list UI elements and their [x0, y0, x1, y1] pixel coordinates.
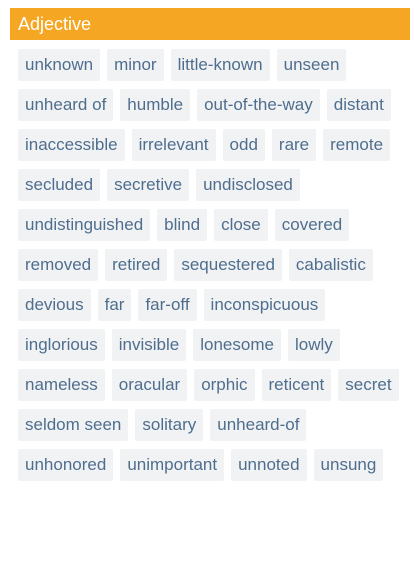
word-tag[interactable]: inaccessible — [18, 129, 125, 161]
synonyms-panel: Adjective unknown minor little-known unseen… — [10, 8, 410, 481]
word-tag[interactable]: lonesome — [193, 329, 281, 361]
word-tag[interactable]: cabalistic — [288, 249, 373, 281]
word-tag[interactable]: inglorious — [18, 329, 105, 361]
word-tag[interactable]: removed — [18, 249, 99, 281]
word-tag[interactable]: irrelevant — [131, 129, 216, 161]
word-tag[interactable]: sequestered — [174, 249, 282, 281]
word-tag[interactable]: unheard of — [18, 89, 114, 121]
word-tag[interactable]: humble — [120, 89, 191, 121]
word-tag[interactable]: unimportant — [120, 449, 225, 481]
word-tag[interactable]: blind — [157, 209, 208, 241]
word-tag[interactable]: unhonored — [18, 449, 114, 481]
word-tag[interactable]: secluded — [18, 169, 101, 201]
word-tag[interactable]: odd — [222, 129, 265, 161]
word-tag[interactable]: invisible — [111, 329, 187, 361]
word-tag[interactable]: unnoted — [231, 449, 307, 481]
word-tag-list: unknown minor little-known unseen unheard of… — [10, 49, 410, 481]
word-tag[interactable]: retired — [105, 249, 168, 281]
word-tag[interactable]: unknown — [18, 49, 101, 81]
word-tag[interactable]: far — [97, 289, 132, 321]
word-tag[interactable]: nameless — [18, 369, 105, 401]
word-tag[interactable]: close — [214, 209, 268, 241]
word-tag[interactable]: out-of-the-way — [197, 89, 320, 121]
part-of-speech-header: Adjective — [10, 8, 410, 40]
word-tag[interactable]: solitary — [135, 409, 204, 441]
word-tag[interactable]: inconspicuous — [203, 289, 326, 321]
word-tag[interactable]: undisclosed — [196, 169, 300, 201]
word-tag[interactable]: secret — [338, 369, 399, 401]
word-tag[interactable]: covered — [274, 209, 350, 241]
word-tag[interactable]: remote — [323, 129, 391, 161]
word-tag[interactable]: little-known — [170, 49, 270, 81]
word-tag[interactable]: far-off — [138, 289, 197, 321]
word-tag[interactable]: rare — [271, 129, 317, 161]
word-tag[interactable]: unseen — [276, 49, 347, 81]
word-tag[interactable]: secretive — [107, 169, 190, 201]
word-tag[interactable]: unheard-of — [210, 409, 307, 441]
word-tag[interactable]: oracular — [111, 369, 188, 401]
word-tag[interactable]: distant — [326, 89, 391, 121]
word-tag[interactable]: lowly — [287, 329, 340, 361]
word-tag[interactable]: minor — [107, 49, 164, 81]
word-tag[interactable]: devious — [18, 289, 91, 321]
word-tag[interactable]: unsung — [313, 449, 384, 481]
word-tag[interactable]: reticent — [261, 369, 332, 401]
word-tag[interactable]: undistinguished — [18, 209, 151, 241]
word-tag[interactable]: orphic — [194, 369, 255, 401]
word-tag[interactable]: seldom seen — [18, 409, 129, 441]
